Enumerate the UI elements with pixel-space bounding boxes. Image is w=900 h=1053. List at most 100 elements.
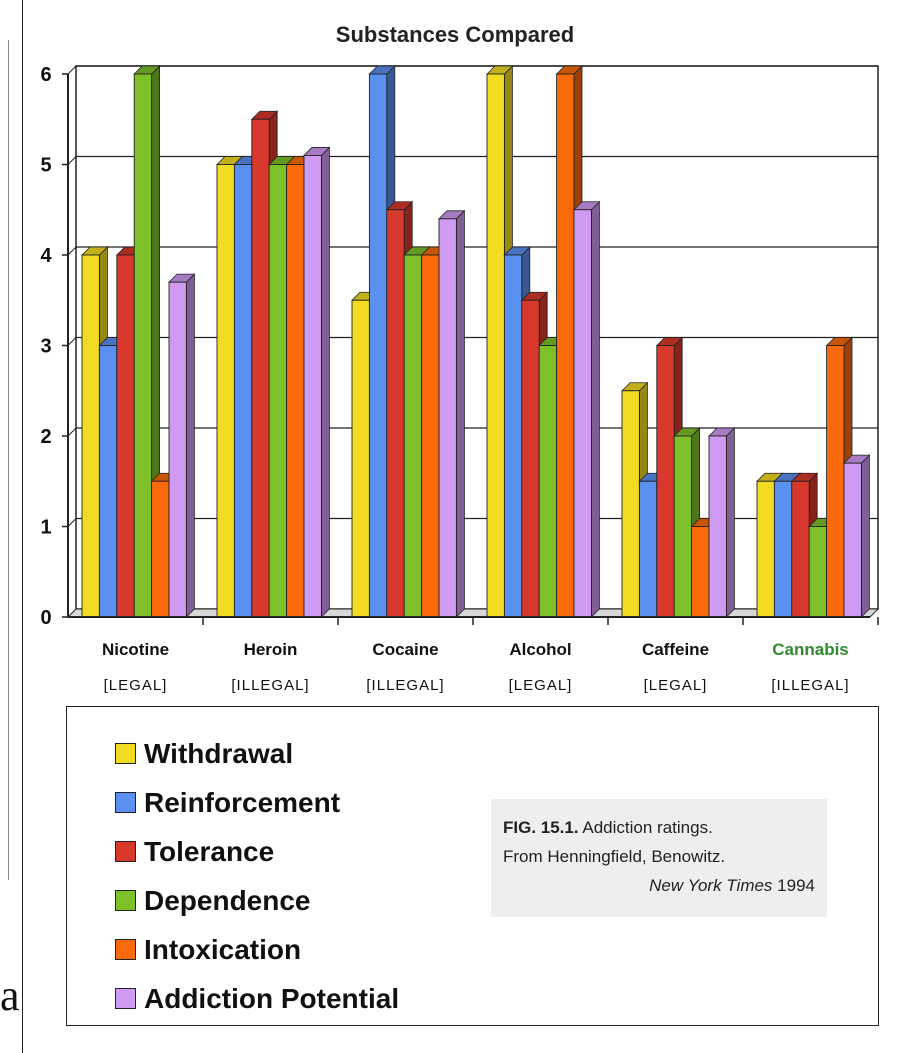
caption-publication-line: New York Times 1994 (503, 871, 815, 900)
gridline-depth (67, 246, 77, 256)
y-tick-label: 0 (40, 607, 51, 629)
legend-item-addiction-potential: Addiction Potential (115, 974, 399, 1023)
x-tick-sublabel: [ILLEGAL] (231, 677, 309, 694)
bar (708, 435, 727, 618)
x-tick-sublabel: [LEGAL] (644, 677, 708, 694)
legend-swatch (115, 743, 136, 764)
bar (691, 526, 710, 618)
bar (638, 480, 658, 618)
y-tick-label: 5 (40, 155, 51, 177)
legend-swatch (115, 988, 136, 1009)
legend-swatch (115, 939, 136, 960)
x-tick-sublabel: [ILLEGAL] (366, 677, 444, 694)
legend-item-withdrawal: Withdrawal (115, 729, 399, 778)
bar (403, 254, 423, 618)
bar (503, 254, 523, 618)
x-tick-sublabel: [LEGAL] (104, 677, 168, 694)
bar (843, 462, 862, 618)
bar (656, 345, 675, 618)
y-axis-ticks: 0 1 2 3 4 5 6 (40, 64, 68, 629)
bars (81, 65, 871, 618)
x-tick-label: Heroin (244, 640, 298, 659)
legend-item-tolerance: Tolerance (115, 827, 399, 876)
bar (621, 390, 640, 618)
legend: Withdrawal Reinforcement Tolerance Depen… (66, 706, 879, 1026)
legend-item-reinforcement: Reinforcement (115, 778, 399, 827)
legend-label: Intoxication (144, 933, 302, 965)
bar (81, 254, 100, 618)
caption-source: From Henningfield, Benowitz. (503, 847, 726, 866)
bar-side (591, 200, 600, 618)
bar (303, 154, 322, 618)
bar (486, 73, 505, 618)
bar (133, 73, 153, 618)
bar (386, 209, 405, 618)
bar-side (455, 209, 465, 618)
legend-item-intoxication: Intoxication (115, 925, 399, 974)
bar (538, 345, 558, 618)
figure-number: FIG. 15.1. (503, 818, 579, 837)
bar (351, 299, 370, 618)
bar (286, 164, 305, 618)
legend-label: Reinforcement (144, 786, 341, 818)
bar (438, 218, 457, 618)
x-tick-label: Nicotine (102, 640, 169, 659)
gridline-depth (67, 427, 77, 437)
x-tick-label: Caffeine (642, 640, 709, 659)
bar (216, 164, 235, 618)
legend-label: Withdrawal (144, 737, 294, 769)
y-tick-label: 4 (40, 245, 52, 267)
stray-letter: a (0, 971, 20, 1020)
x-tick-sublabel: [LEGAL] (509, 677, 573, 694)
chart-title: Substances Compared (336, 22, 574, 47)
axes (67, 74, 870, 618)
bar (791, 480, 810, 618)
page-border-line (22, 0, 23, 1053)
bar (573, 209, 592, 618)
bar (521, 299, 540, 618)
legend-swatch (115, 841, 136, 862)
legend-label: Dependence (144, 884, 311, 916)
bar (808, 526, 828, 618)
bar-side (726, 427, 735, 618)
bar-chart: Substances Compared 0 1 2 3 4 5 6 Nicotine [LEG… (40, 22, 880, 694)
bar (116, 254, 135, 618)
bar (756, 480, 775, 618)
bar-side (185, 273, 195, 618)
bar-side (861, 454, 870, 618)
bar (673, 435, 693, 618)
legend-label: Tolerance (144, 835, 275, 867)
figure-caption: FIG. 15.1. Addiction ratings. From Henni… (491, 799, 827, 917)
bar (773, 480, 793, 618)
bar-side (320, 146, 330, 618)
bar (421, 254, 440, 618)
legend-list: Withdrawal Reinforcement Tolerance Depen… (115, 729, 399, 1023)
caption-year: 1994 (777, 876, 815, 895)
gridline-depth (67, 518, 77, 527)
page-edge-frame (0, 40, 9, 880)
x-axis-labels: Nicotine [LEGAL] Heroin [ILLEGAL] Cocaine [IL… (102, 617, 879, 694)
bar (368, 73, 388, 618)
legend-item-dependence: Dependence (115, 876, 399, 925)
bar (233, 164, 253, 618)
legend-swatch (115, 890, 136, 911)
y-tick-label: 3 (40, 336, 51, 358)
bar (826, 345, 845, 618)
y-tick-label: 1 (40, 517, 51, 539)
bar (98, 345, 118, 618)
caption-publication: New York Times (649, 876, 773, 895)
bar (251, 118, 270, 618)
y-tick-label: 6 (40, 64, 51, 86)
bar (556, 73, 575, 618)
gridline-depth (67, 65, 77, 75)
x-tick-label: Alcohol (509, 640, 571, 659)
gridline-depth (67, 156, 77, 165)
legend-swatch (115, 792, 136, 813)
x-tick-label: Cannabis (772, 640, 849, 659)
bar (268, 164, 288, 618)
bar (151, 480, 170, 618)
y-tick-label: 2 (40, 426, 51, 448)
x-tick-sublabel: [ILLEGAL] (771, 677, 849, 694)
caption-text: Addiction ratings. (582, 818, 713, 837)
